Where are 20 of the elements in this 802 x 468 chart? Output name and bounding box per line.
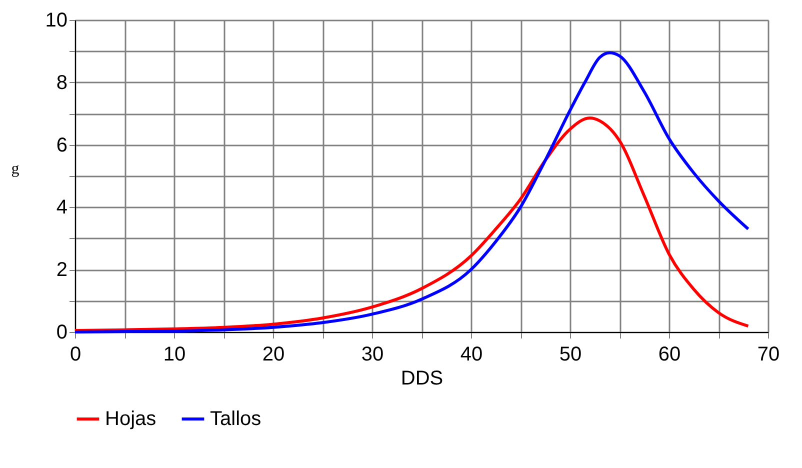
legend-label: Hojas [105, 408, 156, 430]
y-tick-label: 2 [56, 259, 68, 282]
x-tick-label: 10 [163, 344, 186, 366]
legend-label: Tallos [210, 408, 262, 430]
y-tick-label: 0 [56, 322, 68, 344]
x-axis-title: DDS [400, 368, 444, 390]
y-tick-label: 6 [56, 134, 68, 156]
x-tick-label: 70 [757, 344, 780, 366]
y-tick-label: 8 [56, 72, 68, 94]
x-tick-label: 30 [361, 344, 384, 366]
x-tick-label: 60 [658, 344, 681, 366]
x-tick-label: 40 [460, 344, 483, 366]
y-tick-label: 10 [45, 10, 68, 32]
x-tick-label: 20 [262, 344, 285, 366]
y-axis-title: g [11, 160, 20, 178]
line-series [74, 116, 750, 332]
y-tick-label: 4 [56, 196, 68, 219]
x-tick-label: 0 [70, 344, 82, 366]
x-tick-label: 50 [559, 344, 582, 366]
line-series [74, 51, 750, 334]
